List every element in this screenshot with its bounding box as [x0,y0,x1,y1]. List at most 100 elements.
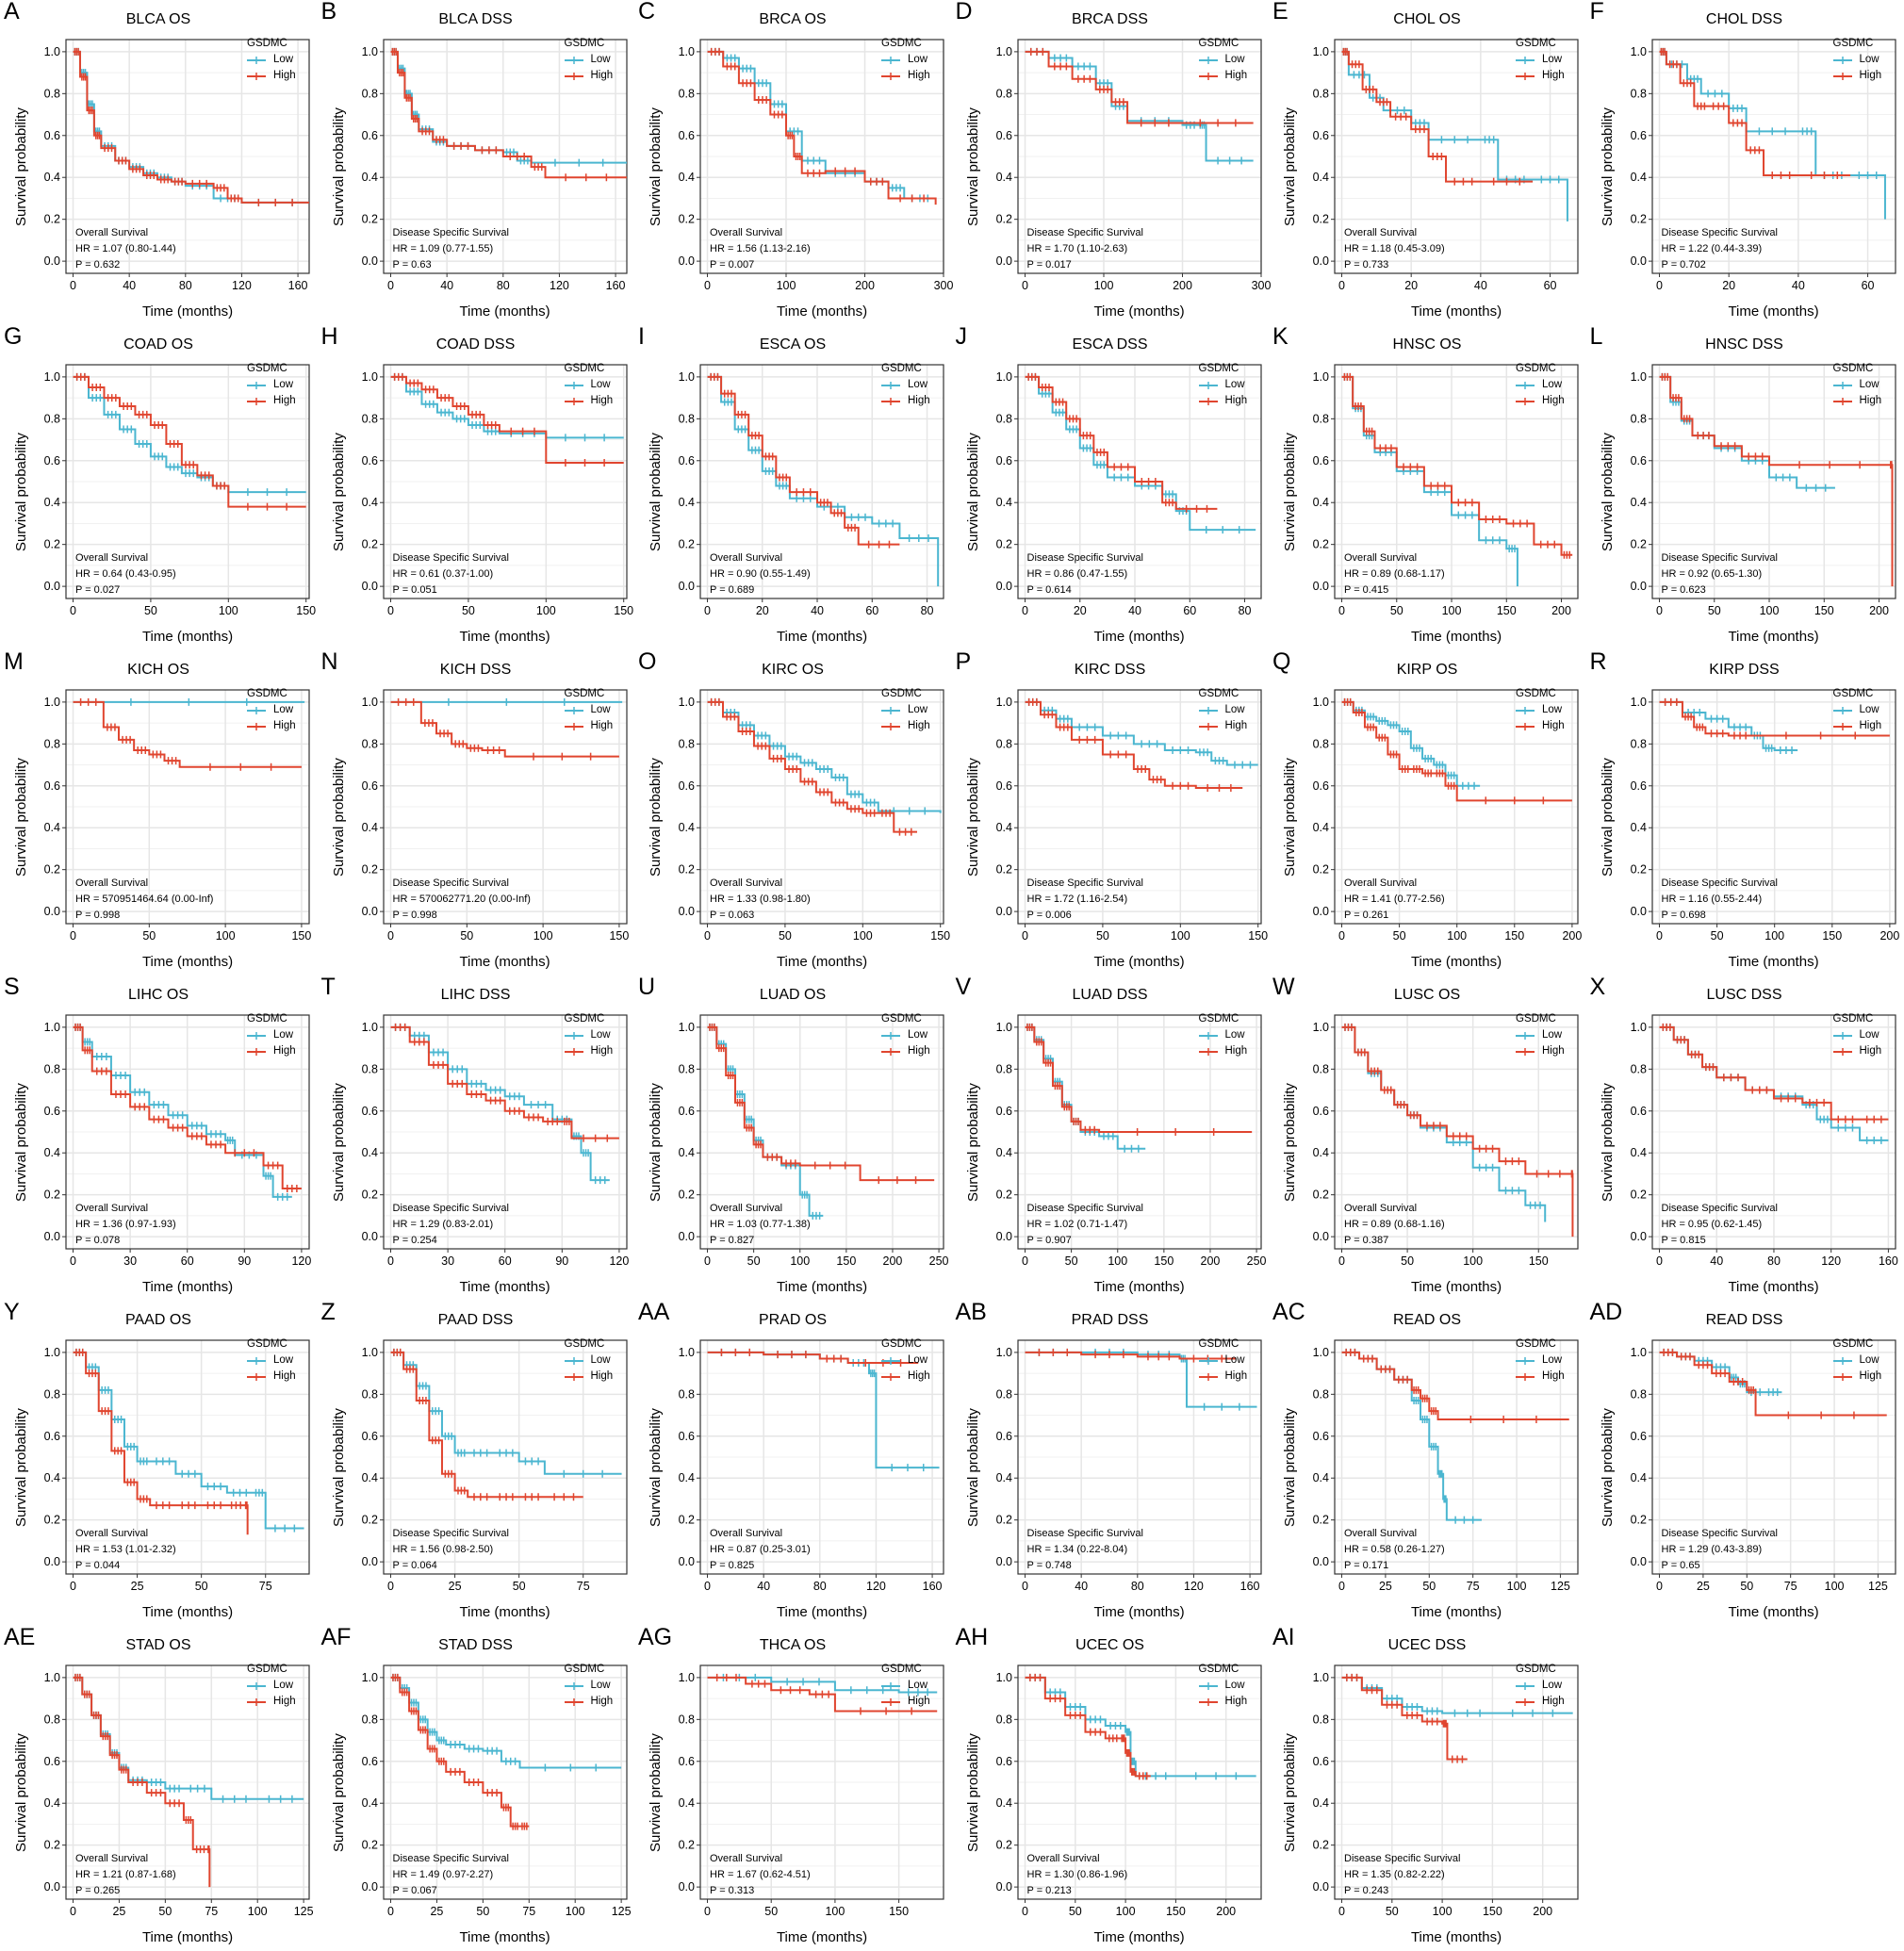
km-plot-svg: 0.0 0.2 0.4 0.6 0.8 1.0 0 50 100 150 200 [1630,689,1899,943]
survival-curve-high [707,1351,919,1364]
km-panel-v: 0.0 0.2 0.4 0.6 0.8 1.0 0 50 100 150 200 250 V LUAD D… [952,974,1269,1301]
y-tick-label: 0.4 [1313,496,1329,509]
survival-type-label: Overall Survival [1344,1528,1418,1539]
plot-frame [699,1014,944,1250]
x-axis-title: Time (months) [776,629,868,645]
legend-high-label: High [908,720,930,731]
y-tick-label: 0.4 [44,1796,60,1810]
legend-low-label: Low [1542,379,1563,390]
panel-letter: S [4,974,20,1000]
x-tick-label: 0 [704,1254,711,1268]
legend-title: GSDMC [564,1013,605,1025]
y-tick-label: 0.2 [995,1839,1011,1852]
y-tick-label: 0.4 [44,1471,60,1484]
km-plot-svg: 0.0 0.2 0.4 0.6 0.8 1.0 0 50 100 150 [44,689,311,943]
legend-low-label: Low [1859,1354,1879,1366]
y-tick-label: 0.8 [44,1387,60,1401]
panel-letter: AG [638,1624,673,1650]
survival-curve-low [1025,700,1258,766]
x-tick-label: 100 [1463,1254,1483,1268]
survival-curve-high [1659,1351,1887,1417]
hazard-ratio-label: HR = 0.87 (0.25-3.01) [710,1544,811,1555]
km-panel-l: 0.0 0.2 0.4 0.6 0.8 1.0 0 50 100 150 200 L HNSC DSS G… [1586,323,1903,650]
panel-title: UCEC DSS [1387,1637,1467,1653]
y-tick-label: 1.0 [679,45,695,58]
x-tick-label: 0 [1022,1580,1028,1593]
panel-letter: E [1272,0,1288,25]
legend-title: GSDMC [881,1013,922,1025]
km-panel-m: 0.0 0.2 0.4 0.6 0.8 1.0 0 50 100 150 M KICH OS GSDMC… [0,648,317,976]
y-tick-label: 0.2 [995,863,1011,877]
hazard-ratio-label: HR = 1.07 (0.80-1.44) [75,243,176,254]
survival-curve-low [1025,1351,1257,1408]
plot-frame [1016,39,1262,274]
y-tick-label: 0.0 [44,905,60,918]
y-tick-label: 0.0 [995,1880,1011,1894]
y-tick-label: 0.8 [44,87,60,100]
x-tick-label: 50 [1422,1580,1436,1593]
km-panel-x: 0.0 0.2 0.4 0.6 0.8 1.0 0 40 80 120 160 X LUSC DSS GS… [1586,974,1903,1301]
panel-title: BLCA DSS [438,11,513,27]
y-tick-label: 0.8 [1630,1387,1646,1401]
x-tick-label: 200 [1173,279,1192,292]
x-tick-label: 50 [460,929,473,943]
legend-low-label: Low [273,54,294,65]
hazard-ratio-label: HR = 0.89 (0.68-1.17) [1344,568,1445,580]
x-tick-label: 200 [855,279,875,292]
y-axis-title: Survival probability [13,1408,29,1527]
legend-low-label: Low [1224,704,1245,715]
km-plot-svg: 0.0 0.2 0.4 0.6 0.8 1.0 0 30 60 90 120 [361,1014,629,1268]
y-axis-title: Survival probability [1282,1408,1298,1527]
survival-type-label: Overall Survival [75,552,149,564]
hazard-ratio-label: HR = 1.03 (0.77-1.38) [710,1219,811,1230]
km-panel-r: 0.0 0.2 0.4 0.6 0.8 1.0 0 50 100 150 200 R KIRP DSS G… [1586,648,1903,976]
y-axis-title: Survival probability [964,1083,981,1202]
x-tick-label: 150 [1504,929,1524,943]
p-value-label: P = 0.017 [1026,259,1072,271]
p-value-label: P = 0.907 [1026,1235,1072,1246]
legend-high-label: High [590,1696,614,1707]
y-tick-label: 1.0 [1313,45,1329,58]
x-tick-label: 200 [1533,1905,1552,1918]
y-tick-label: 0.8 [1313,412,1329,425]
legend-title: GSDMC [564,38,605,49]
x-tick-label: 150 [1822,929,1842,943]
legend-low-label: Low [908,1029,928,1041]
x-tick-label: 75 [1783,1580,1797,1593]
legend-low-label: Low [1542,54,1563,65]
survival-type-label: Disease Specific Survival [1661,227,1779,238]
legend-title: GSDMC [247,1664,287,1675]
hazard-ratio-label: HR = 1.35 (0.82-2.22) [1344,1869,1445,1880]
p-value-label: P = 0.998 [392,910,437,921]
y-tick-label: 0.6 [995,1430,1011,1443]
panel-title: PRAD DSS [1071,1312,1149,1328]
x-tick-label: 200 [1562,929,1582,943]
p-value-label: P = 0.415 [1344,584,1389,596]
p-value-label: P = 0.614 [1026,584,1072,596]
y-axis-title: Survival probability [330,758,347,877]
y-tick-label: 0.6 [1630,454,1646,467]
y-tick-label: 0.2 [44,1189,60,1202]
km-plot-svg: 0.0 0.2 0.4 0.6 0.8 1.0 0 20 40 60 [1630,39,1896,292]
x-tick-label: 40 [757,1580,770,1593]
y-tick-label: 0.4 [679,1146,695,1159]
x-axis-title: Time (months) [459,629,550,645]
y-tick-label: 0.4 [679,496,695,509]
x-axis-title: Time (months) [1093,303,1185,320]
y-tick-label: 0.0 [44,1880,60,1894]
p-value-label: P = 0.313 [710,1885,755,1896]
survival-type-label: Disease Specific Survival [392,1203,510,1214]
panel-letter: Z [320,1299,336,1325]
km-plot-svg: 0.0 0.2 0.4 0.6 0.8 1.0 0 40 80 120 160 [361,39,628,292]
panel-letter: G [4,323,23,350]
y-tick-label: 0.6 [1313,1755,1329,1768]
x-tick-label: 75 [205,1905,218,1918]
x-tick-label: 100 [1442,604,1462,617]
y-tick-label: 0.6 [679,1430,695,1443]
x-tick-label: 80 [813,1580,827,1593]
survival-type-label: Disease Specific Survival [1661,1528,1779,1539]
km-plot-svg: 0.0 0.2 0.4 0.6 0.8 1.0 0 50 100 150 200 [1313,1664,1579,1918]
x-tick-label: 150 [889,1905,909,1918]
y-tick-label: 1.0 [361,370,377,384]
legend-high-label: High [273,395,296,406]
